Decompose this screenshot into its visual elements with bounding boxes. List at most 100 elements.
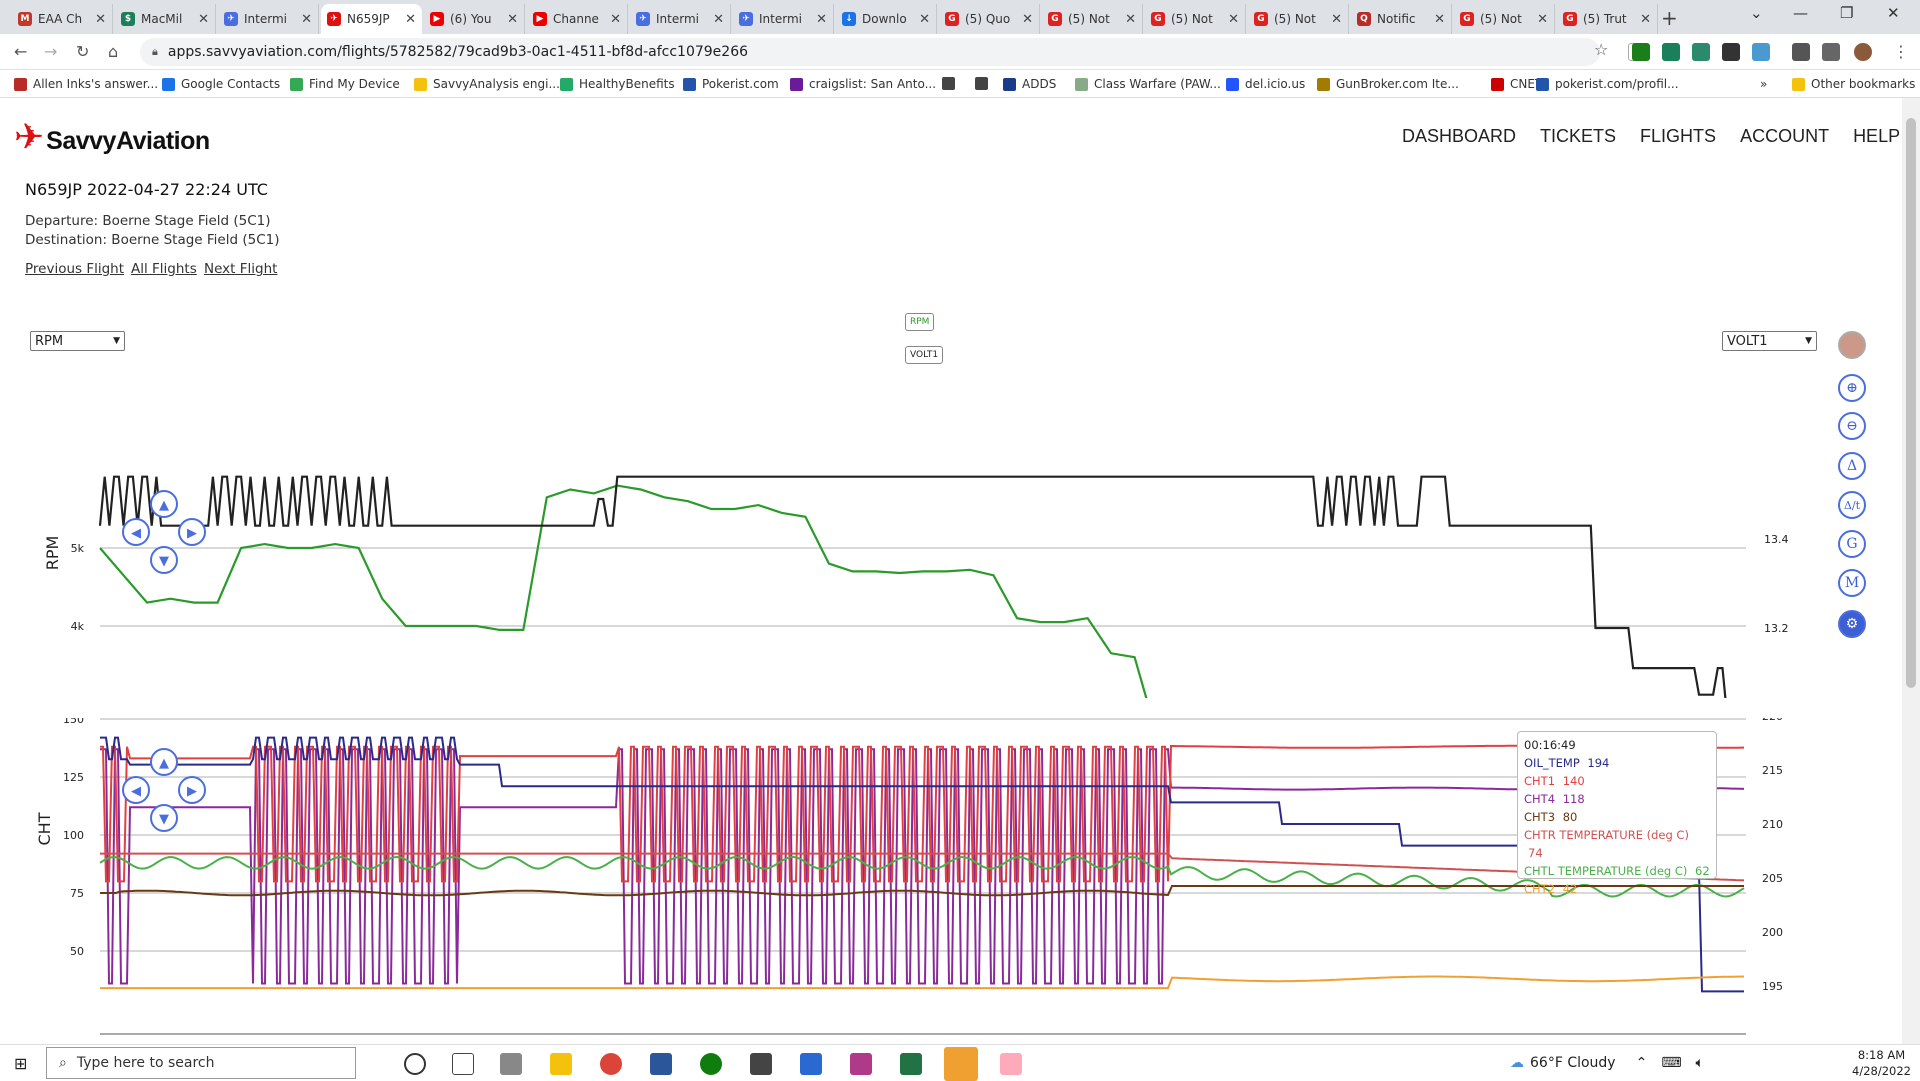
bookmark-item[interactable]: SavvyAnalysis engi...: [414, 77, 560, 91]
tab-close-icon[interactable]: ✕: [1434, 11, 1445, 27]
close-window-icon[interactable]: ✕: [1887, 4, 1900, 22]
excel-icon[interactable]: [900, 1053, 922, 1075]
bookmark-item[interactable]: del.icio.us: [1226, 77, 1305, 91]
tab-close-icon[interactable]: ✕: [713, 11, 724, 27]
bookmark-item[interactable]: CNET: [1491, 77, 1542, 91]
delta-icon[interactable]: Δ: [1838, 452, 1866, 480]
scrollbar-thumb[interactable]: [1906, 118, 1916, 688]
back-icon[interactable]: ←: [14, 42, 28, 61]
more-bookmarks-icon[interactable]: »: [1760, 77, 1768, 91]
all-flights-link[interactable]: All Flights: [131, 261, 197, 277]
extensions-puzzle-icon[interactable]: [1792, 43, 1810, 61]
bookmark-item[interactable]: pokerist.com/profil...: [1536, 77, 1679, 91]
bookmark-item[interactable]: Pokerist.com: [683, 77, 779, 91]
volume-icon[interactable]: 🔈︎: [1695, 1055, 1704, 1071]
extension-icon[interactable]: [1662, 43, 1680, 61]
next-flight-link[interactable]: Next Flight: [204, 261, 278, 277]
browser-tab[interactable]: G (5) Quo ✕: [939, 4, 1040, 34]
extension-icon[interactable]: [1692, 43, 1710, 61]
browser-tab[interactable]: ✈ N659JP ✕: [321, 4, 422, 34]
chart2-pan-left-arrow-icon[interactable]: ◀: [131, 784, 141, 799]
browser-tab[interactable]: ✈ Intermi ✕: [630, 4, 731, 34]
tab-close-icon[interactable]: ✕: [919, 11, 930, 27]
nav-dashboard[interactable]: DASHBOARD: [1402, 126, 1517, 146]
rpm-volt-chart[interactable]: 3k4k5k1313.213.4RPMVOLT100:11:1500:11:30…: [0, 358, 1790, 698]
chart1-pan-left-arrow-icon[interactable]: ◀: [131, 526, 141, 541]
bookmark-item[interactable]: Allen Inks's answer...: [14, 77, 158, 91]
forward-icon[interactable]: →: [44, 42, 58, 61]
tab-close-icon[interactable]: ✕: [1640, 11, 1651, 27]
nav-tickets[interactable]: TICKETS: [1540, 126, 1617, 146]
chart1-pan-up-icon[interactable]: [150, 490, 178, 518]
browser-tab[interactable]: G (5) Trut ✕: [1557, 4, 1658, 34]
taskbar-clock[interactable]: 8:18 AM 4/28/2022: [1852, 1047, 1911, 1079]
bookmark-item[interactable]: Class Warfare (PAW...: [1075, 77, 1221, 91]
delta-t-icon[interactable]: Δ/t: [1838, 491, 1866, 519]
taskbar-search-input[interactable]: ⌕ Type here to search: [46, 1047, 356, 1079]
tab-close-icon[interactable]: ✕: [1125, 11, 1136, 27]
chart1-pan-down-arrow-icon[interactable]: ▼: [159, 554, 169, 569]
chart1-pan-left-icon[interactable]: [122, 518, 150, 546]
zoom-fit-icon[interactable]: ⊕: [1838, 374, 1866, 402]
other-bookmarks[interactable]: Other bookmarks: [1792, 77, 1915, 91]
xbox-icon[interactable]: [700, 1053, 722, 1075]
chart2-pan-left-icon[interactable]: [122, 776, 150, 804]
browser-tab[interactable]: ✈ Intermi ✕: [733, 4, 834, 34]
chart1-pan-up-arrow-icon[interactable]: ▲: [159, 498, 169, 513]
chart2-pan-down-arrow-icon[interactable]: ▼: [159, 812, 169, 827]
gear-icon[interactable]: ⚙: [1838, 610, 1866, 638]
nav-help[interactable]: HELP: [1853, 126, 1901, 146]
bookmark-item[interactable]: Google Contacts: [162, 77, 280, 91]
right-axis-select[interactable]: VOLT1 ▼: [1722, 331, 1817, 351]
bookmark-item[interactable]: [975, 77, 994, 90]
legend-button-rpm[interactable]: RPM: [905, 313, 935, 331]
bookmark-item[interactable]: Find My Device: [290, 77, 400, 91]
new-tab-button[interactable]: +: [1661, 6, 1678, 30]
browser-tab[interactable]: ▶ (6) You ✕: [424, 4, 525, 34]
browser-tab[interactable]: ✈ Intermi ✕: [218, 4, 319, 34]
bookmark-item[interactable]: HealthyBenefits: [560, 77, 675, 91]
extension-icon[interactable]: [1722, 43, 1740, 61]
previous-flight-link[interactable]: Previous Flight: [25, 261, 125, 277]
mail-icon[interactable]: [800, 1053, 822, 1075]
browser-tab[interactable]: G (5) Not ✕: [1454, 4, 1555, 34]
extension-icon[interactable]: [1632, 43, 1650, 61]
browser-tab[interactable]: ▶ Channe ✕: [527, 4, 628, 34]
cortana-icon[interactable]: [404, 1053, 426, 1075]
chart2-pan-right-icon[interactable]: [178, 776, 206, 804]
browser-tab[interactable]: Q Notific ✕: [1351, 4, 1452, 34]
app-icon[interactable]: [1000, 1053, 1022, 1075]
maximize-icon[interactable]: ❐: [1840, 4, 1854, 22]
cht-oil-chart[interactable]: 50 75 100 125 150 195 200 205 210 215 220 CHT OIL_TE…: [0, 718, 1790, 1044]
tab-close-icon[interactable]: ✕: [507, 11, 518, 27]
reload-icon[interactable]: ↻: [76, 42, 90, 61]
chart2-pan-up-icon[interactable]: [150, 748, 178, 776]
url-text[interactable]: apps.savvyaviation.com/flights/5782582/7…: [167, 44, 749, 60]
tab-close-icon[interactable]: ✕: [405, 11, 416, 27]
browser-tab[interactable]: $ MacMil ✕: [115, 4, 216, 34]
home-icon[interactable]: ⌂: [108, 42, 119, 61]
chart1-pan-right-arrow-icon[interactable]: ▶: [187, 526, 197, 541]
task-view-icon[interactable]: [452, 1053, 474, 1075]
app-icon[interactable]: [750, 1053, 772, 1075]
nav-account[interactable]: ACCOUNT: [1740, 126, 1830, 146]
chart2-pan-down-icon[interactable]: [150, 804, 178, 832]
app-icon[interactable]: [850, 1053, 872, 1075]
savvyaviation-logo[interactable]: ✈ SavvyAviation: [14, 120, 210, 156]
bookmark-item[interactable]: GunBroker.com Ite...: [1317, 77, 1459, 91]
chart2-pan-up-arrow-icon[interactable]: ▲: [159, 756, 169, 771]
tab-close-icon[interactable]: ✕: [1537, 11, 1548, 27]
tray-chevron-icon[interactable]: ⌃: [1635, 1055, 1648, 1071]
browser-tab[interactable]: M EAA Ch ✕: [12, 4, 113, 34]
browser-tab[interactable]: ↓ Downlo ✕: [836, 4, 937, 34]
windows-start-icon[interactable]: ⊞: [14, 1054, 28, 1073]
app-icon[interactable]: [500, 1053, 522, 1075]
legend-button-volt1[interactable]: VOLT1: [905, 346, 944, 364]
g-icon[interactable]: G: [1838, 530, 1866, 558]
avatar-icon[interactable]: [1838, 331, 1866, 359]
network-icon[interactable]: ⌨: [1661, 1055, 1682, 1071]
tab-close-icon[interactable]: ✕: [1331, 11, 1342, 27]
extension-icon[interactable]: [1752, 43, 1770, 61]
bookmark-star-icon[interactable]: ☆: [1594, 40, 1609, 59]
savvy-app-icon[interactable]: [944, 1047, 978, 1081]
